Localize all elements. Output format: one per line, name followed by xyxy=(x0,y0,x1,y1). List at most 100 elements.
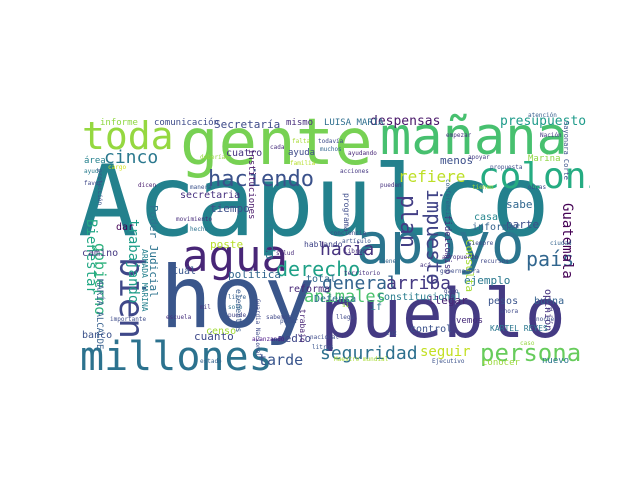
word: siempre xyxy=(468,240,494,247)
word: poste xyxy=(210,238,244,251)
word: muchos xyxy=(320,146,342,153)
word: solo xyxy=(228,304,243,311)
word: caso xyxy=(520,340,535,347)
word: informe xyxy=(100,118,138,128)
word: acá xyxy=(420,262,431,269)
word: Constitucional xyxy=(378,292,463,303)
word: aeropuerto xyxy=(442,254,479,261)
word: Ejecutivo xyxy=(432,358,465,365)
word: dar xyxy=(116,222,135,233)
word: ciudad xyxy=(550,240,572,247)
word: hecho xyxy=(190,226,209,233)
word: ahora xyxy=(500,308,519,315)
word: tienen xyxy=(472,184,494,191)
word: sabemos xyxy=(266,314,292,321)
word: gobernadora xyxy=(440,268,480,275)
word: KARTEL REYES xyxy=(490,324,548,333)
word: territorio xyxy=(344,270,381,277)
word: toda xyxy=(82,114,174,158)
word: deberían xyxy=(200,154,229,161)
word: pueden xyxy=(380,182,402,189)
word: hacia xyxy=(320,239,375,260)
word: control xyxy=(410,324,453,335)
word: gobierno xyxy=(91,243,109,316)
word: libre xyxy=(228,294,247,301)
word: fideicomiso xyxy=(442,215,452,275)
word: Sayonara Corte xyxy=(562,121,570,181)
word: trabajo xyxy=(298,309,307,343)
word: opinión xyxy=(542,289,553,332)
word: informar xyxy=(472,222,521,233)
word: refiere xyxy=(398,167,466,186)
word: nacional xyxy=(310,334,339,341)
word: artículo xyxy=(342,238,371,245)
word: presupuesto xyxy=(500,114,587,129)
word: Acapulco xyxy=(80,145,551,259)
word: importante xyxy=(110,316,147,323)
word: falta xyxy=(292,138,311,145)
word: si xyxy=(342,302,350,309)
word: ejemplo xyxy=(464,274,511,287)
word: ayudando xyxy=(348,150,377,157)
word: apoyar xyxy=(468,154,490,161)
word: puede xyxy=(228,312,247,319)
word: agua xyxy=(182,231,288,282)
word: política xyxy=(228,268,281,281)
word: manera xyxy=(190,184,212,191)
word: nuevo xyxy=(542,356,570,366)
word: impuesto xyxy=(422,189,446,286)
word: gato xyxy=(444,288,459,295)
word: censo xyxy=(206,326,237,337)
word: propuesta xyxy=(490,164,523,171)
word: reforma xyxy=(288,284,331,295)
word: persona xyxy=(480,339,582,367)
word: menos xyxy=(440,154,474,167)
word: Guardia Nacional xyxy=(254,299,261,357)
word: instituciones xyxy=(246,149,256,220)
word: pueblo xyxy=(320,275,566,354)
word: hoy xyxy=(160,248,316,348)
word: Maestro mundial xyxy=(334,356,389,363)
word: acuerdo xyxy=(263,209,277,260)
word: acciones xyxy=(340,168,369,175)
word: casa xyxy=(474,212,499,223)
word: comunicación xyxy=(154,118,220,128)
word: haciendo xyxy=(208,167,314,192)
word: avanzando xyxy=(252,336,285,343)
word: mismo xyxy=(286,118,314,128)
word: tiempo xyxy=(210,202,250,215)
word: bien xyxy=(111,257,151,339)
word: cargo xyxy=(108,164,127,171)
word: trabajando xyxy=(125,219,141,304)
word: banco xyxy=(82,330,113,341)
word: conferencia xyxy=(444,179,451,219)
word: mil xyxy=(200,304,211,311)
word: camino xyxy=(82,248,119,259)
word: conciencia xyxy=(330,230,367,237)
word: cuánto xyxy=(194,330,234,343)
word: cinco xyxy=(104,147,159,168)
word: gente xyxy=(180,109,373,180)
word: escuela xyxy=(166,314,192,321)
word: Guatemala xyxy=(559,203,575,279)
word: hablando xyxy=(304,240,343,249)
word: familia xyxy=(290,160,316,167)
word-cloud: Acapulco hoy pueblo gente mañana apoyo a… xyxy=(80,109,590,379)
word: plan xyxy=(395,195,420,248)
word: vida xyxy=(546,306,561,313)
word: millones xyxy=(80,334,273,379)
word: LUISA MARÍA xyxy=(324,118,384,128)
word: mañana xyxy=(380,109,568,167)
word: estado xyxy=(200,358,222,365)
word: despensas xyxy=(370,114,441,129)
word: colonia xyxy=(478,156,590,197)
word: llegó xyxy=(336,314,355,321)
word: recursos xyxy=(480,258,509,265)
word: poder xyxy=(280,318,299,325)
word: país xyxy=(526,247,575,271)
word: favor xyxy=(84,180,103,187)
word: medio xyxy=(278,332,312,345)
word: tarde xyxy=(258,351,304,369)
word: programa xyxy=(342,193,351,232)
word: dicen xyxy=(138,182,157,189)
